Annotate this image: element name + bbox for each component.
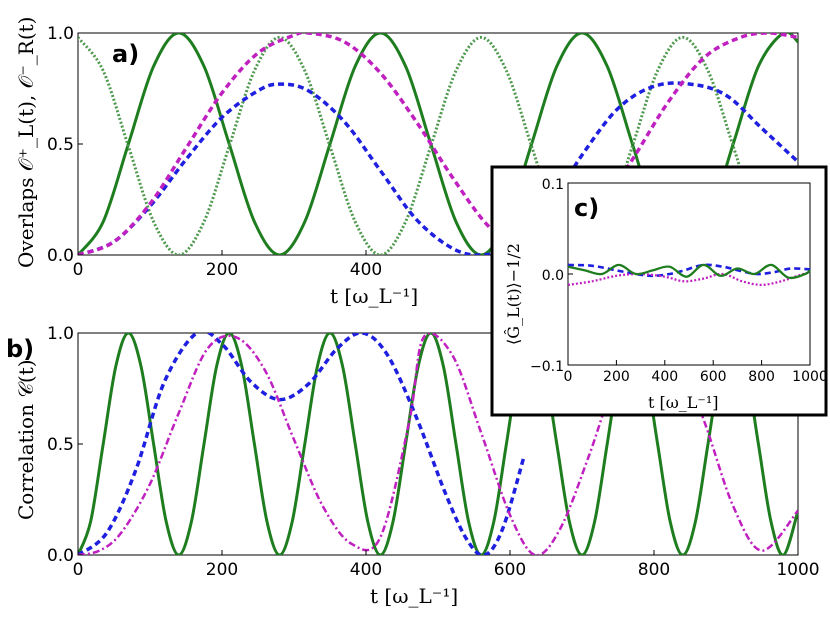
panel-b-xlabel: t [ω_L⁻¹]	[370, 584, 458, 608]
panel-c-inset: 0 200 400 600 800 1000 −0.1 0.0 0.1 c) t [ω_L⁻¹]…	[490, 165, 828, 417]
x-tick-label: 1000	[792, 369, 828, 385]
panel-c-series	[567, 263, 811, 287]
panel-c-ylabel: ⟨Ĝ_L(t)⟩−1/2	[503, 243, 523, 345]
panel-c-tag: c)	[574, 194, 599, 222]
y-tick-label: 1.0	[47, 324, 74, 344]
series-green-dotted	[78, 35, 798, 255]
x-tick-label: 800	[638, 560, 670, 580]
x-tick-label: 200	[206, 560, 238, 580]
x-tick-label: 400	[651, 369, 678, 385]
series-blue-dashed	[567, 263, 811, 278]
series-green-solid	[567, 263, 811, 280]
x-tick-label: 800	[748, 369, 775, 385]
panel-b-ylabel: Correlation 𝒞(t)	[14, 359, 38, 520]
panel-a-tag: a)	[112, 40, 139, 68]
x-tick-label: 0	[73, 260, 84, 280]
x-tick-label: 400	[350, 560, 382, 580]
panel-b-tag: b)	[6, 335, 34, 363]
panel-c-box	[490, 165, 828, 417]
y-tick-label: −0.1	[530, 359, 564, 375]
y-tick-label: 0.1	[542, 177, 564, 193]
series-blue-dashed	[78, 333, 527, 555]
series-magenta-dash-dot	[78, 333, 798, 555]
series-blue-dashed	[78, 81, 798, 255]
x-tick-label: 600	[494, 560, 526, 580]
x-tick-label: 200	[603, 369, 630, 385]
series-magenta-dotted	[567, 271, 811, 287]
y-tick-label: 0.5	[47, 135, 74, 155]
x-tick-label: 1000	[776, 560, 819, 580]
panel-a-ticks: 0 200 400 0.0 0.5 1.0	[47, 24, 382, 280]
y-tick-label: 0.5	[47, 435, 74, 455]
panel-b-ticks: 0 200 400 600 800 1000 0.0 0.5 1.0	[47, 324, 820, 580]
series-magenta-dashed	[78, 33, 798, 255]
y-tick-label: 0.0	[542, 268, 564, 284]
x-tick-label: 0	[564, 369, 573, 385]
x-tick-label: 200	[206, 260, 238, 280]
y-tick-label: 0.0	[47, 246, 74, 266]
y-tick-label: 1.0	[47, 24, 74, 44]
panel-a-ylabel: Overlaps 𝒪⁺_L(t), 𝒪⁻_R(t)	[14, 17, 38, 269]
series-green-solid	[78, 333, 798, 555]
panel-c-ticks: 0 200 400 600 800 1000 −0.1 0.0 0.1	[530, 177, 828, 385]
panel-a-xlabel: t [ω_L⁻¹]	[330, 284, 418, 308]
x-tick-label: 600	[700, 369, 727, 385]
panel-c-xlabel: t [ω_L⁻¹]	[648, 393, 719, 412]
panel-b-series	[78, 333, 798, 555]
x-tick-label: 0	[73, 560, 84, 580]
y-tick-label: 0.0	[47, 546, 74, 566]
x-tick-label: 400	[350, 260, 382, 280]
